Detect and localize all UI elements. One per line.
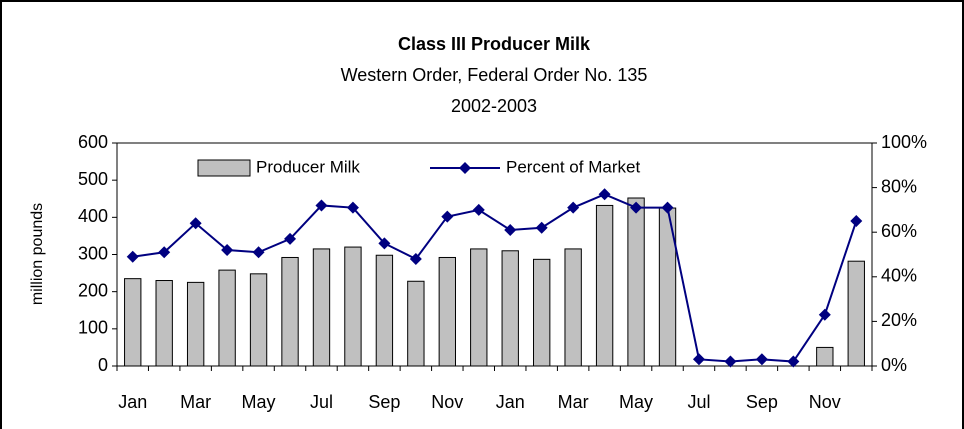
x-tick-label: Sep — [746, 392, 778, 412]
bar — [533, 258, 551, 367]
bar — [501, 250, 519, 367]
marker — [315, 199, 328, 212]
x-tick-label: May — [242, 392, 276, 412]
chart-title: Class III Producer Milk — [398, 34, 591, 54]
marker — [346, 201, 359, 214]
bar — [627, 197, 645, 367]
bar — [344, 246, 362, 367]
y-tick-label: 400 — [78, 206, 108, 226]
legend-swatch — [197, 159, 251, 177]
bar — [281, 256, 299, 367]
bar — [218, 269, 236, 367]
marker — [126, 250, 139, 263]
x-tick-label: May — [619, 392, 653, 412]
x-tick-label: Nov — [809, 392, 841, 412]
marker — [472, 203, 485, 216]
legend-marker — [459, 162, 471, 174]
marker — [535, 221, 548, 234]
y2-tick-label: 80% — [881, 176, 917, 196]
x-tick-label: Jan — [496, 392, 525, 412]
bar — [312, 248, 331, 367]
marker — [661, 201, 674, 214]
marker — [724, 355, 737, 368]
bar — [124, 278, 142, 367]
y2-tick-label: 20% — [881, 310, 917, 330]
chart-subtitle: Western Order, Federal Order No. 135 — [341, 65, 648, 85]
marker — [567, 201, 580, 214]
chart-subtitle: 2002-2003 — [451, 96, 537, 116]
bar — [407, 280, 425, 367]
marker — [221, 244, 234, 257]
bar — [595, 204, 614, 367]
y-tick-label: 600 — [78, 132, 108, 152]
marker — [409, 252, 422, 265]
bar — [155, 280, 173, 367]
y-tick-label: 500 — [78, 169, 108, 189]
y-tick-label: 200 — [78, 280, 108, 300]
x-tick-label: Mar — [180, 392, 211, 412]
x-tick-label: Nov — [431, 392, 463, 412]
marker — [441, 210, 454, 223]
y-tick-label: 300 — [78, 243, 108, 263]
y-tick-label: 100 — [78, 318, 108, 338]
marker — [504, 223, 517, 236]
bar — [816, 346, 834, 367]
marker — [630, 201, 643, 214]
y2-tick-label: 100% — [881, 132, 927, 152]
x-tick-label: Jan — [118, 392, 147, 412]
y-axis-label: million pounds — [29, 203, 46, 305]
x-tick-label: Jul — [310, 392, 333, 412]
marker — [818, 308, 831, 321]
marker — [755, 353, 768, 366]
x-tick-label: Jul — [687, 392, 710, 412]
bar — [847, 260, 865, 367]
marker — [158, 246, 171, 259]
y-tick-label: 0 — [98, 355, 108, 375]
bar — [375, 254, 394, 367]
marker — [850, 215, 863, 228]
x-tick-label: Mar — [558, 392, 589, 412]
line — [132, 193, 858, 363]
marker — [598, 188, 611, 201]
legend-label: Producer Milk — [256, 157, 360, 176]
bar — [186, 281, 205, 367]
marker — [378, 237, 391, 250]
y2-tick-label: 60% — [881, 221, 917, 241]
marker — [189, 217, 202, 230]
marker — [787, 355, 800, 368]
y2-tick-label: 40% — [881, 266, 917, 286]
y2-tick-label: 0% — [881, 355, 907, 375]
bar — [438, 256, 456, 367]
x-tick-label: Sep — [368, 392, 400, 412]
legend-label: Percent of Market — [506, 157, 640, 176]
marker — [284, 232, 297, 245]
marker — [692, 353, 705, 366]
marker — [252, 246, 265, 259]
bar — [564, 248, 582, 367]
bar — [470, 248, 488, 367]
bar — [249, 273, 268, 367]
